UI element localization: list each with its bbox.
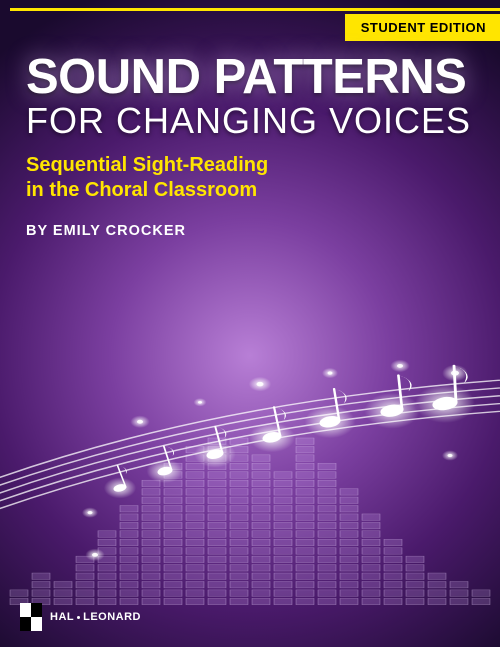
top-accent-border <box>10 8 500 11</box>
equalizer-bars <box>10 438 490 605</box>
publisher-logo-mark <box>20 603 42 631</box>
publisher-logo: HAL LEONARD <box>20 603 141 631</box>
subtitle-line-2: in the Choral Classroom <box>26 179 257 201</box>
title-line-1: SOUND PATTERNS <box>26 54 480 101</box>
byline: BY EMILY CROCKER <box>26 223 480 239</box>
title-line-2: FOR CHANGING VOICES <box>26 103 480 139</box>
subtitle-line-1: Sequential Sight-Reading <box>26 154 268 176</box>
publisher-name: HAL LEONARD <box>50 611 141 623</box>
publisher-name-part2: LEONARD <box>83 611 141 623</box>
sparkles <box>82 360 468 561</box>
book-cover: STUDENT EDITION SOUND PATTERNS FOR CHANG… <box>0 0 500 647</box>
edition-badge-text: STUDENT EDITION <box>361 20 486 35</box>
logo-dot-icon <box>77 616 80 619</box>
publisher-name-part1: HAL <box>50 611 74 623</box>
title-block: SOUND PATTERNS FOR CHANGING VOICES Seque… <box>26 54 480 239</box>
subtitle: Sequential Sight-Reading in the Choral C… <box>26 153 480 203</box>
cover-art <box>0 227 500 647</box>
music-notes <box>96 365 476 500</box>
edition-badge: STUDENT EDITION <box>345 14 500 41</box>
music-staff <box>0 376 500 530</box>
